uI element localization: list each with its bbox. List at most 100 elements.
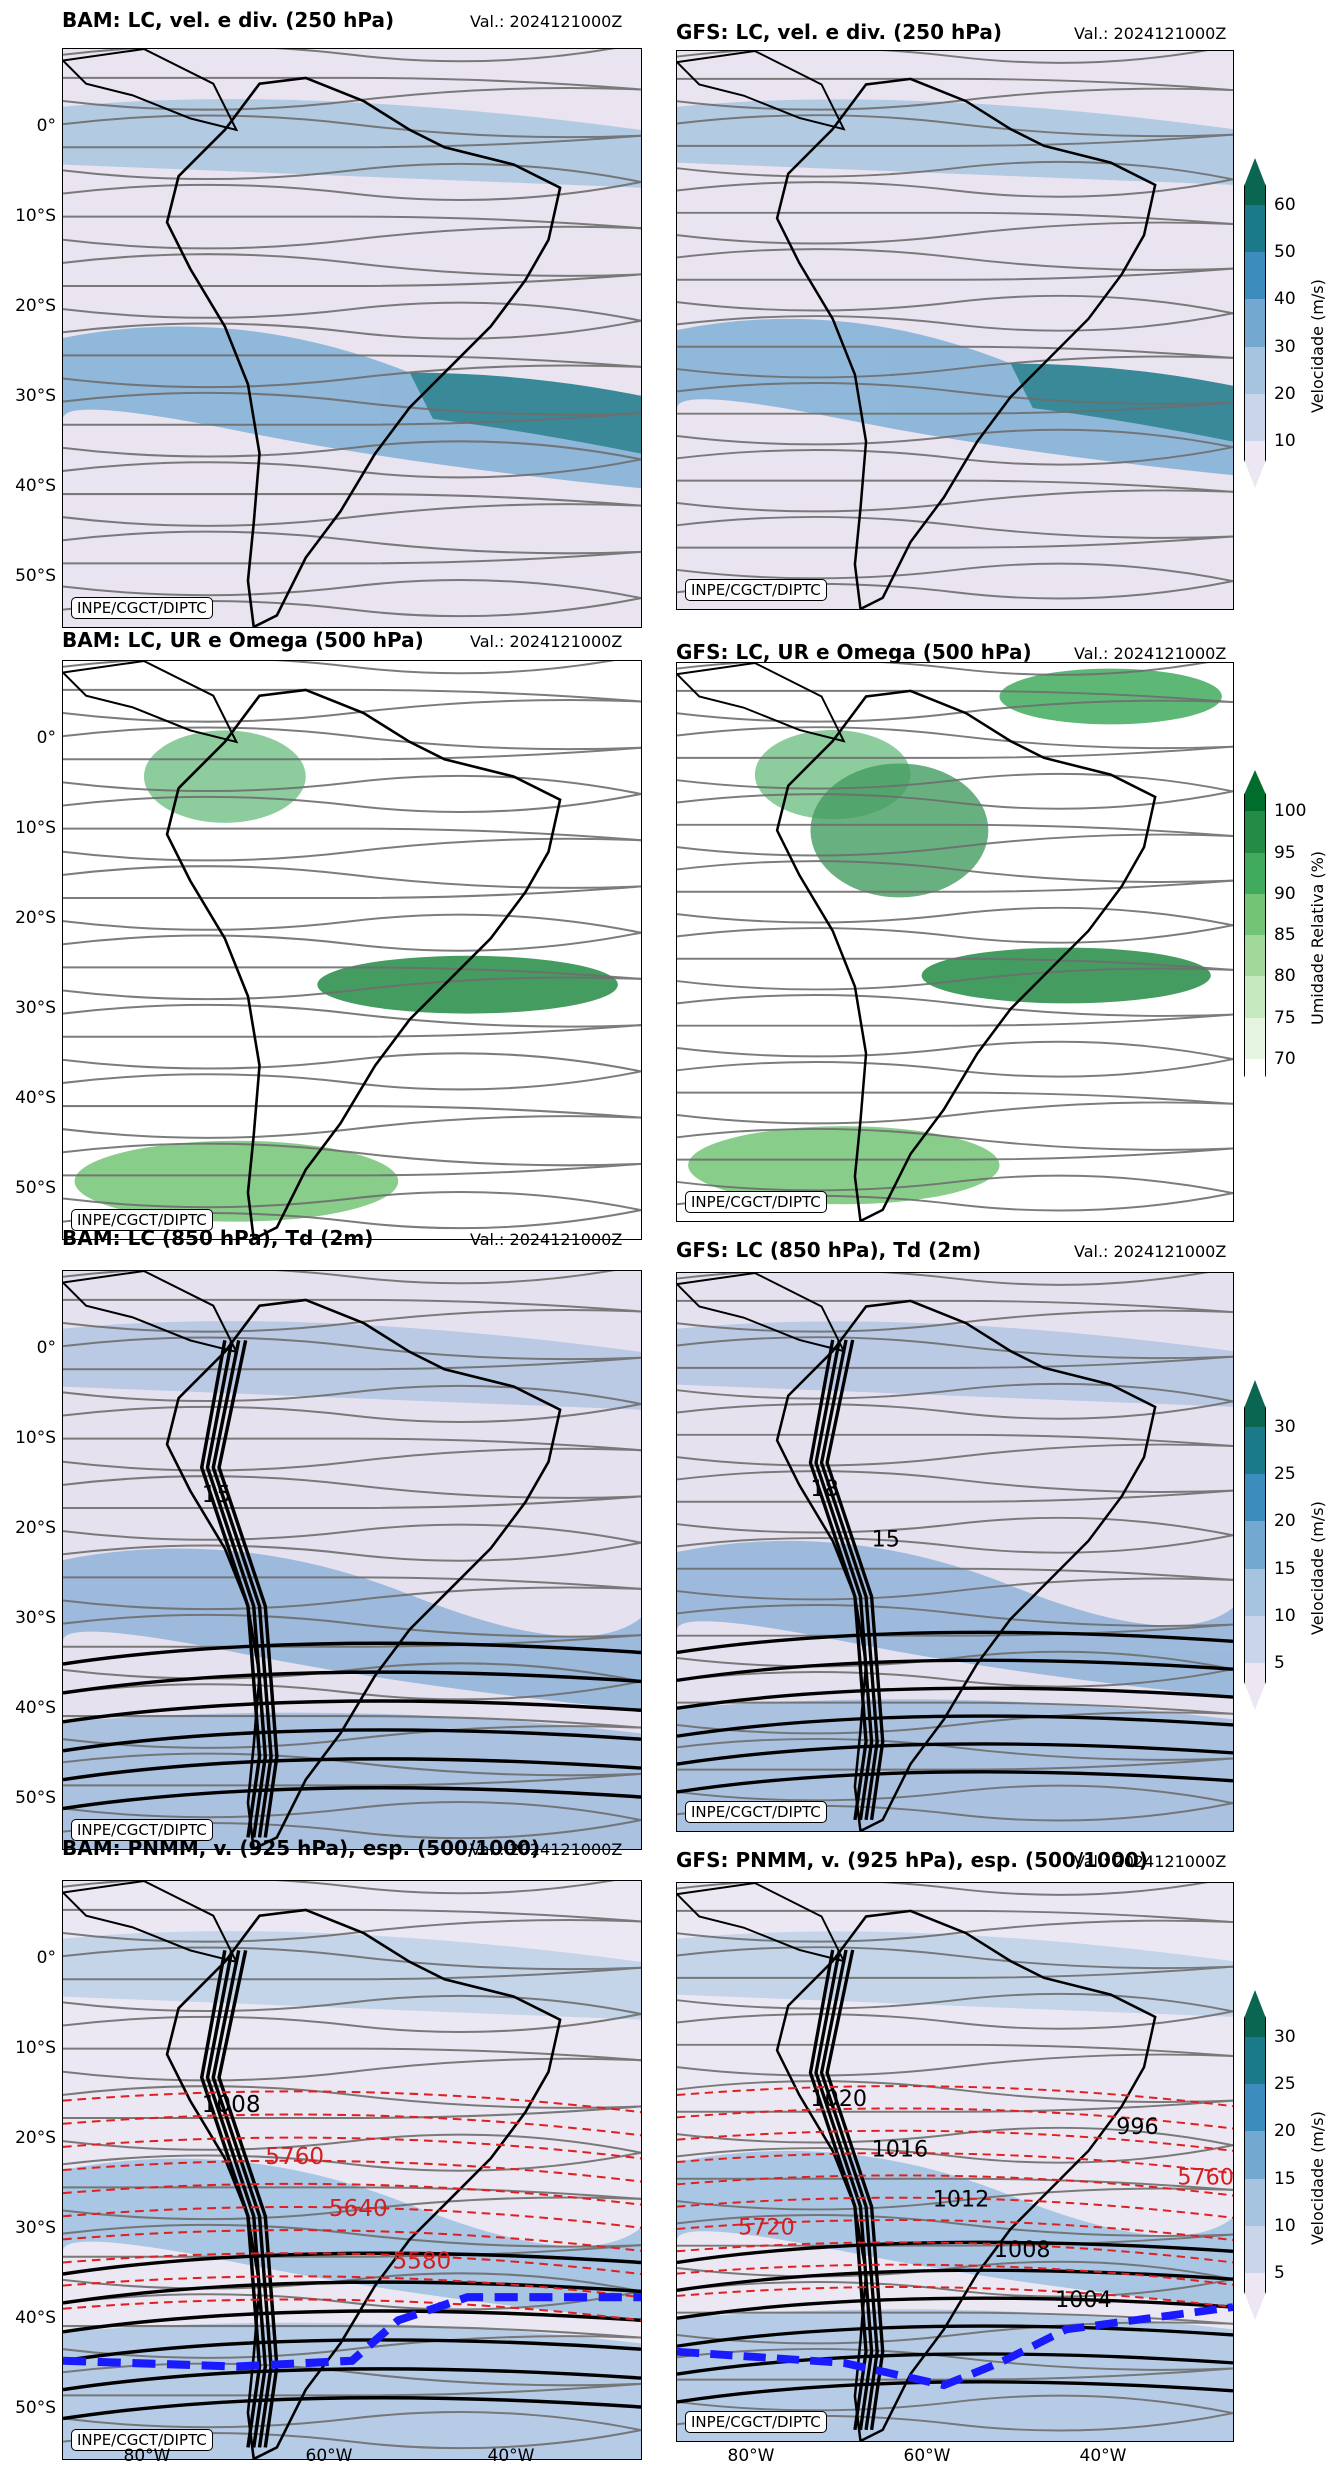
colorbar-swatch <box>1244 2084 1266 2132</box>
bam-map-panel[interactable]: INPE/CGCT/DIPTC <box>62 660 642 1240</box>
bam-panel-title: BAM: LC (850 hPa), Td (2m) <box>62 1226 374 1250</box>
lat-tick-label: 10°S <box>15 1428 56 1448</box>
gfs-panel-title: GFS: PNMM, v. (925 hPa), esp. (500/1000) <box>676 1848 1148 1872</box>
colorbar-swatch <box>1244 811 1266 853</box>
gfs-valid-time: Val.: 2024121000Z <box>1074 24 1227 43</box>
lat-tick-label: 50°S <box>15 2398 56 2418</box>
bam-credit-label: INPE/CGCT/DIPTC <box>71 1209 213 1231</box>
colorbar-swatch <box>1244 393 1266 441</box>
bam-map-graphic <box>63 49 641 627</box>
colorbar-swatch <box>1244 770 1266 812</box>
lat-tick-label: 20°S <box>15 2128 56 2148</box>
lat-tick-label: 40°S <box>15 2308 56 2328</box>
colorbar-tick-label: 30 <box>1274 336 1296 357</box>
colorbar-label: Umidade Relativa (%) <box>1308 850 1327 1025</box>
gfs-map-panel[interactable]: 18 15 INPE/CGCT/DIPTC <box>676 1272 1234 1832</box>
contour-label: 1012 <box>933 2187 990 2213</box>
colorbar-swatch <box>1244 1568 1266 1616</box>
lat-tick-label: 50°S <box>15 566 56 586</box>
lat-tick-label: 50°S <box>15 1178 56 1198</box>
colorbar-tick-label: 5 <box>1274 2262 1285 2283</box>
contour-label: 5640 <box>329 2196 388 2222</box>
colorbar-tick-label: 95 <box>1274 842 1296 863</box>
bam-map-panel[interactable]: INPE/CGCT/DIPTC <box>62 48 642 628</box>
lon-tick-label: 60°W <box>903 2446 951 2466</box>
colorbar-swatch <box>1244 893 1266 935</box>
gfs-credit-label: INPE/CGCT/DIPTC <box>685 579 827 601</box>
gfs-valid-time: Val.: 2024121000Z <box>1074 644 1227 663</box>
colorbar: 5 10 15 20 25 30 Velocidade (m/s) <box>1244 1380 1334 1710</box>
bam-credit-label: INPE/CGCT/DIPTC <box>71 597 213 619</box>
colorbar-tick-label: 50 <box>1274 242 1296 263</box>
lat-tick-label: 40°S <box>15 1698 56 1718</box>
lon-tick-label: 40°W <box>1079 2446 1127 2466</box>
colorbar-tick-label: 40 <box>1274 289 1296 310</box>
colorbar-swatch <box>1244 1521 1266 1569</box>
colorbar-tick-label: 90 <box>1274 883 1296 904</box>
bam-map-graphic <box>63 661 641 1239</box>
lat-tick-label: 0° <box>36 1948 56 1968</box>
lat-tick-label: 20°S <box>15 908 56 928</box>
bam-map-panel[interactable]: 1008 5760 5640 5580 INPE/CGCT/DIPTC <box>62 1880 642 2460</box>
lat-tick-label: 0° <box>36 728 56 748</box>
contour-label: 1008 <box>202 2092 261 2118</box>
gfs-panel-title: GFS: LC, UR e Omega (500 hPa) <box>676 640 1032 664</box>
colorbar-label: Velocidade (m/s) <box>1308 1501 1327 1635</box>
colorbar-swatch <box>1244 252 1266 300</box>
colorbar-tick-label: 75 <box>1274 1007 1296 1028</box>
colorbar-swatch <box>1244 1017 1266 1059</box>
contour-label: 1020 <box>810 2086 867 2112</box>
gfs-map-panel[interactable]: INPE/CGCT/DIPTC <box>676 662 1234 1222</box>
gfs-panel-title: GFS: LC (850 hPa), Td (2m) <box>676 1238 982 1262</box>
colorbar-swatch <box>1244 1615 1266 1663</box>
colorbar-swatch <box>1244 1662 1266 1710</box>
colorbar-tick-label: 20 <box>1274 383 1296 404</box>
colorbar-label: Velocidade (m/s) <box>1308 279 1327 413</box>
colorbar-tick-label: 10 <box>1274 2215 1296 2236</box>
gfs-map-panel[interactable]: INPE/CGCT/DIPTC <box>676 50 1234 610</box>
bam-map-panel[interactable]: 15 INPE/CGCT/DIPTC <box>62 1270 642 1850</box>
colorbar-swatch <box>1244 852 1266 894</box>
gfs-panel-title: GFS: LC, vel. e div. (250 hPa) <box>676 20 1002 44</box>
colorbar-tick-label: 15 <box>1274 1558 1296 1579</box>
lat-tick-label: 30°S <box>15 1608 56 1628</box>
contour-label: 1008 <box>994 2237 1051 2263</box>
lat-tick-label: 20°S <box>15 1518 56 1538</box>
colorbar-tick-label: 100 <box>1274 801 1307 822</box>
colorbar-tick-label: 10 <box>1274 1605 1296 1626</box>
colorbar-tick-label: 30 <box>1274 2027 1296 2048</box>
colorbar-swatch <box>1244 205 1266 253</box>
contour-label: 996 <box>1116 2114 1158 2140</box>
lat-tick-label: 10°S <box>15 206 56 226</box>
contour-label: 5760 <box>265 2144 324 2170</box>
bam-valid-time: Val.: 2024121000Z <box>470 1230 623 1249</box>
colorbar-tick-label: 30 <box>1274 1417 1296 1438</box>
colorbar-swatch <box>1244 158 1266 206</box>
lat-tick-label: 30°S <box>15 998 56 1018</box>
colorbar-tick-label: 70 <box>1274 1048 1296 1069</box>
lat-tick-label: 40°S <box>15 476 56 496</box>
colorbar-swatch <box>1244 1990 1266 2038</box>
gfs-valid-time: Val.: 2024121000Z <box>1074 1852 1227 1871</box>
bam-panel-title: BAM: LC, UR e Omega (500 hPa) <box>62 628 424 652</box>
colorbar-swatch <box>1244 976 1266 1018</box>
colorbar: 10 20 30 40 50 60 Velocidade (m/s) <box>1244 158 1334 488</box>
gfs-map-panel[interactable]: 1020 1016 1012 1008 1004 996 5760 5720 INPE/CGC… <box>676 1882 1234 2442</box>
lat-tick-label: 30°S <box>15 386 56 406</box>
lon-tick-label: 40°W <box>487 2446 535 2466</box>
colorbar-swatch <box>1244 1427 1266 1475</box>
bam-valid-time: Val.: 2024121000Z <box>470 12 623 31</box>
gfs-valid-time: Val.: 2024121000Z <box>1074 1242 1227 1261</box>
contour-label: 1016 <box>872 2136 929 2162</box>
colorbar-swatch <box>1244 1058 1266 1100</box>
bam-credit-label: INPE/CGCT/DIPTC <box>71 2429 213 2451</box>
lat-tick-label: 10°S <box>15 818 56 838</box>
colorbar-swatch <box>1244 1474 1266 1522</box>
colorbar-tick-label: 25 <box>1274 1464 1296 1485</box>
bam-valid-time: Val.: 2024121000Z <box>470 632 623 651</box>
lat-tick-label: 50°S <box>15 1788 56 1808</box>
gfs-map-graphic <box>677 663 1233 1221</box>
lon-tick-label: 60°W <box>305 2446 353 2466</box>
